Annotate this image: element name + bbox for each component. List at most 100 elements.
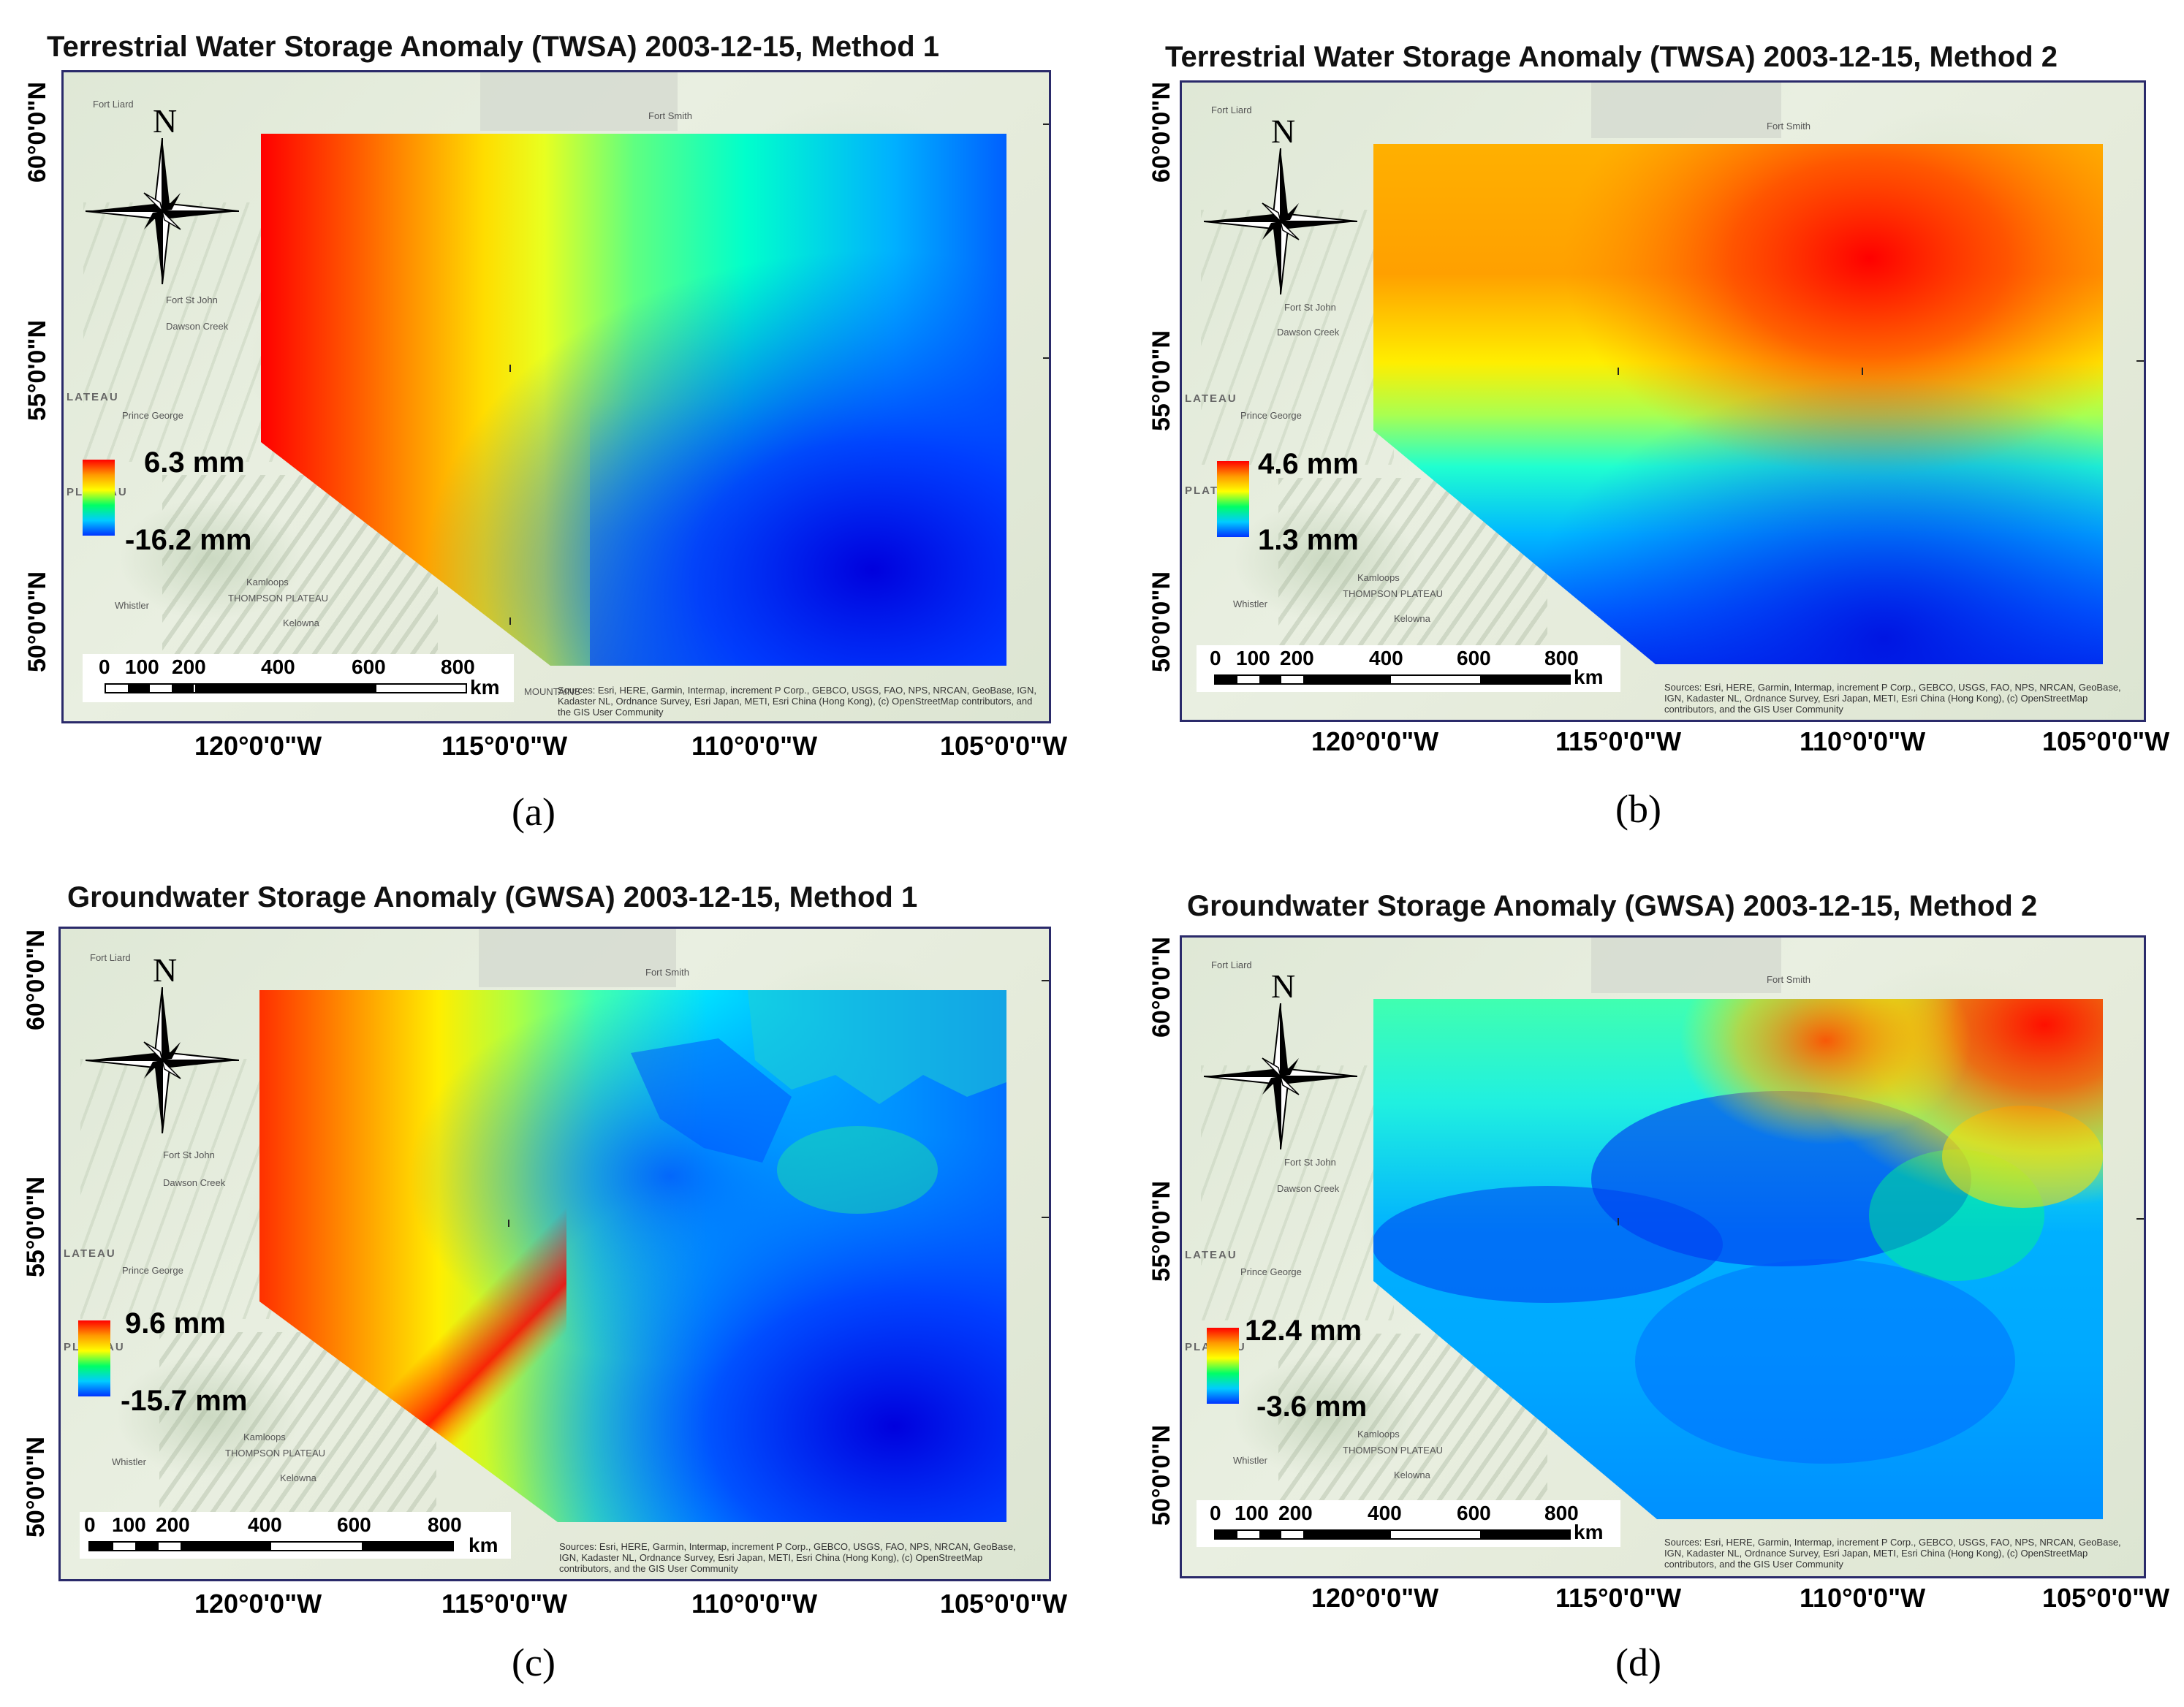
legend-min-label: -3.6 mm	[1256, 1391, 1368, 1423]
scale-tick-label: 0	[99, 655, 110, 678]
longitude-label: 120°0'0"W	[1311, 1583, 1439, 1613]
scale-tick-label: 100	[1236, 647, 1270, 669]
place-label: THOMPSON PLATEAU	[228, 593, 329, 604]
scale-tick-label: 0	[84, 1513, 96, 1536]
place-label: Whistler	[1233, 598, 1267, 609]
longitude-label: 105°0'0"W	[940, 1589, 1068, 1619]
longitude-label: 110°0'0"W	[691, 1589, 818, 1619]
legend-color-ramp	[78, 1320, 110, 1396]
scale-tick-label: 400	[1368, 1502, 1402, 1524]
scale-tick-label: 0	[1210, 647, 1221, 669]
scale-segment	[1216, 676, 1237, 683]
place-label: THOMPSON PLATEAU	[225, 1448, 326, 1459]
scale-tick-label: 400	[248, 1513, 282, 1536]
panel-b: Terrestrial Water Storage Anomaly (TWSA)…	[1092, 0, 2184, 854]
place-label: Fort Liard	[1211, 959, 1252, 970]
scale-segment	[1259, 1531, 1281, 1538]
legend-color-ramp	[1217, 461, 1249, 537]
scale-bar-graphic	[1214, 674, 1571, 685]
place-label: LATEAU	[67, 391, 119, 403]
legend-color-ramp	[1207, 1328, 1239, 1404]
basemap-attribution: Sources: Esri, HERE, Garmin, Intermap, i…	[559, 1541, 1016, 1574]
scale-unit: km	[469, 1534, 498, 1556]
panel-d: Groundwater Storage Anomaly (GWSA) 2003-…	[1092, 854, 2184, 1707]
panel-caption: (a)	[512, 790, 556, 834]
scale-tick-label: 0	[1210, 1502, 1221, 1524]
scale-tick-label: 600	[337, 1513, 371, 1536]
color-legend: 4.6 mm 1.3 mm	[1217, 448, 1436, 556]
basemap-shade	[480, 72, 678, 131]
place-label: LATEAU	[1185, 392, 1237, 405]
legend-max-label: 9.6 mm	[125, 1307, 226, 1339]
scale-segment	[135, 1543, 159, 1550]
scale-bar-graphic	[88, 1541, 454, 1551]
graticule-line	[2136, 360, 2144, 362]
scale-tick-label: 600	[352, 655, 386, 678]
latitude-label: 60°0'0"N	[1148, 82, 1175, 183]
longitude-label: 105°0'0"W	[2042, 726, 2170, 756]
scale-tick-label: 400	[1369, 647, 1403, 669]
place-label: Dawson Creek	[163, 1177, 226, 1188]
place-label: Kelowna	[283, 617, 319, 628]
basemap-attribution: Sources: Esri, HERE, Garmin, Intermap, i…	[558, 685, 1037, 718]
north-arrow-compass-icon	[1204, 1003, 1357, 1149]
place-label: Dawson Creek	[1277, 327, 1340, 338]
graticule-line	[1862, 368, 1863, 375]
terrain-texture	[1201, 1065, 1394, 1321]
latitude-label: 55°0'0"N	[23, 320, 51, 421]
place-label: Kamloops	[243, 1432, 286, 1442]
scale-segment	[1303, 676, 1391, 683]
panel-title: Terrestrial Water Storage Anomaly (TWSA)…	[47, 31, 940, 63]
scale-tick-label: 400	[261, 655, 295, 678]
map-frame: Fort Liard Fort Smith Fort St John Dawso…	[61, 70, 1051, 723]
north-arrow: N	[1204, 967, 1357, 1149]
panel-title: Terrestrial Water Storage Anomaly (TWSA)…	[1165, 41, 2058, 73]
anomaly-raster	[261, 134, 1006, 666]
scale-tick-label: 800	[1544, 1502, 1579, 1524]
terrain-texture	[83, 202, 281, 462]
scale-segment	[195, 685, 376, 692]
place-label: THOMPSON PLATEAU	[1343, 1445, 1444, 1456]
place-label: Kelowna	[1394, 613, 1430, 624]
legend-max-label: 4.6 mm	[1258, 448, 1359, 480]
place-label: Kamloops	[1357, 1429, 1400, 1440]
latitude-label: 50°0'0"N	[1148, 1425, 1175, 1526]
scale-unit: km	[470, 676, 500, 699]
place-label: Kelowna	[280, 1472, 316, 1483]
graticule-line	[508, 1220, 509, 1227]
graticule-line	[1618, 1218, 1619, 1225]
color-legend: 9.6 mm -15.7 mm	[78, 1307, 312, 1417]
scale-bar: 0 100 200 400 600 800 km	[80, 1512, 511, 1559]
longitude-label: 120°0'0"W	[194, 1589, 322, 1619]
map-frame: Fort Liard Fort Smith Fort St John Dawso…	[1180, 935, 2146, 1578]
longitude-label: 105°0'0"W	[2042, 1583, 2170, 1613]
scale-bar: 0 100 200 400 600 800 km	[1197, 645, 1620, 692]
north-arrow-compass-icon	[86, 987, 239, 1133]
terrain-texture	[80, 1059, 278, 1319]
scale-tick-label: 600	[1457, 1502, 1491, 1524]
scale-tick-label: 200	[172, 655, 206, 678]
place-label: Fort Liard	[1211, 104, 1252, 115]
latitude-label: 50°0'0"N	[1148, 571, 1175, 672]
map-frame: Fort Liard Fort Smith Fort St John Dawso…	[1180, 80, 2146, 722]
basemap-shade	[479, 929, 676, 987]
scale-unit: km	[1574, 666, 1604, 688]
longitude-label: 115°0'0"W	[441, 731, 568, 761]
north-arrow-compass-icon	[1204, 148, 1357, 294]
panel-title: Groundwater Storage Anomaly (GWSA) 2003-…	[67, 881, 918, 913]
legend-min-label: -15.7 mm	[121, 1385, 248, 1417]
latitude-label: 60°0'0"N	[1148, 937, 1175, 1038]
place-label: Dawson Creek	[1277, 1183, 1340, 1194]
panel-c: Groundwater Storage Anomaly (GWSA) 2003-…	[0, 854, 1092, 1707]
place-label: Prince George	[122, 410, 183, 421]
latitude-label: 50°0'0"N	[23, 571, 51, 672]
place-label: LATEAU	[64, 1247, 116, 1260]
scale-tick-label: 200	[156, 1513, 190, 1536]
latitude-label: 55°0'0"N	[22, 1176, 50, 1277]
scale-segment	[128, 685, 150, 692]
place-label: Kamloops	[1357, 572, 1400, 583]
scale-unit: km	[1574, 1521, 1604, 1543]
graticule-line	[1043, 123, 1049, 125]
north-arrow: N	[86, 951, 239, 1133]
north-arrow-compass-icon	[86, 138, 239, 284]
